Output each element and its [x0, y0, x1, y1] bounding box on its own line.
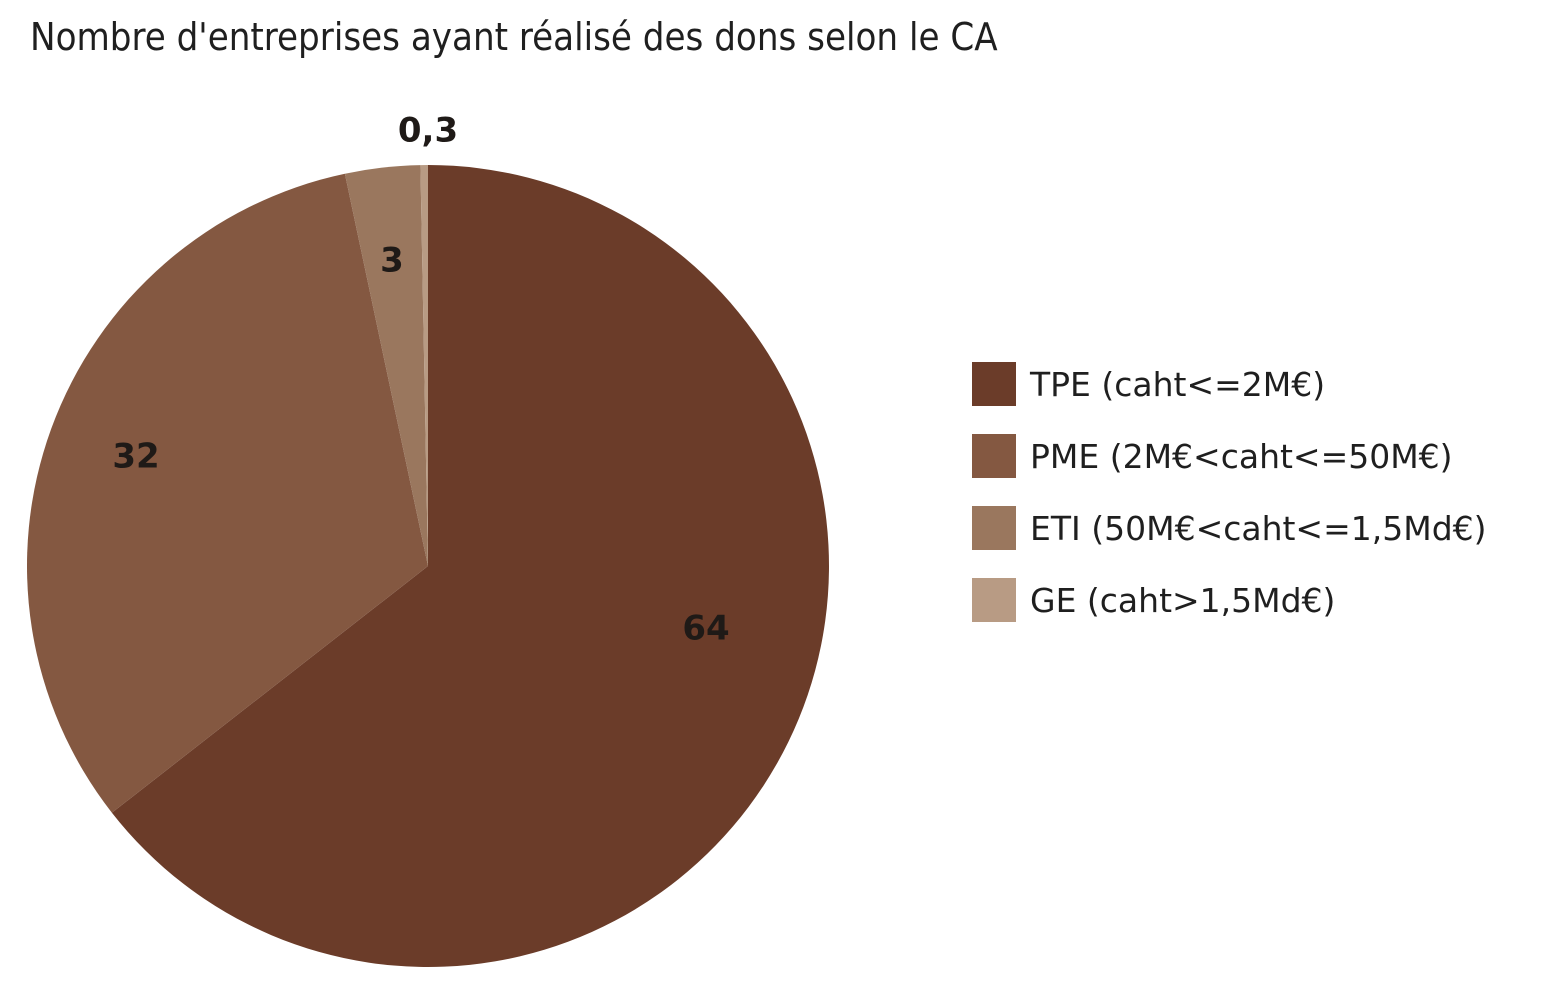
slice-value-label: 0,3 [398, 111, 458, 151]
pie-slices [26, 165, 830, 968]
legend-entry-label: ETI (50M€<caht<=1,5Md€) [1030, 509, 1487, 548]
pie-slice-3 [344, 165, 428, 566]
pie-slice-1 [111, 165, 830, 968]
legend-entry-label: GE (caht>1,5Md€) [1030, 581, 1335, 620]
legend-entry-label: PME (2M€<caht<=50M€) [1030, 437, 1453, 476]
legend-entry-label: TPE (caht<=2M€) [1029, 365, 1325, 404]
legend-swatch [972, 578, 1016, 622]
pie-slice-labels: 64 32 3 0,3 [112, 111, 729, 649]
slice-value-label: 32 [112, 437, 159, 477]
pie-slice-2 [26, 173, 428, 813]
slice-value-label: 64 [682, 609, 729, 649]
legend-swatch [972, 506, 1016, 550]
legend-swatch [972, 362, 1016, 406]
legend-swatch [972, 434, 1016, 478]
chart-title: Nombre d'entreprises ayant réalisé des d… [30, 15, 998, 59]
pie-slice-4 [420, 165, 428, 566]
slice-value-label: 3 [380, 241, 404, 281]
legend: TPE (caht<=2M€) PME (2M€<caht<=50M€) ETI (… [972, 362, 1487, 622]
